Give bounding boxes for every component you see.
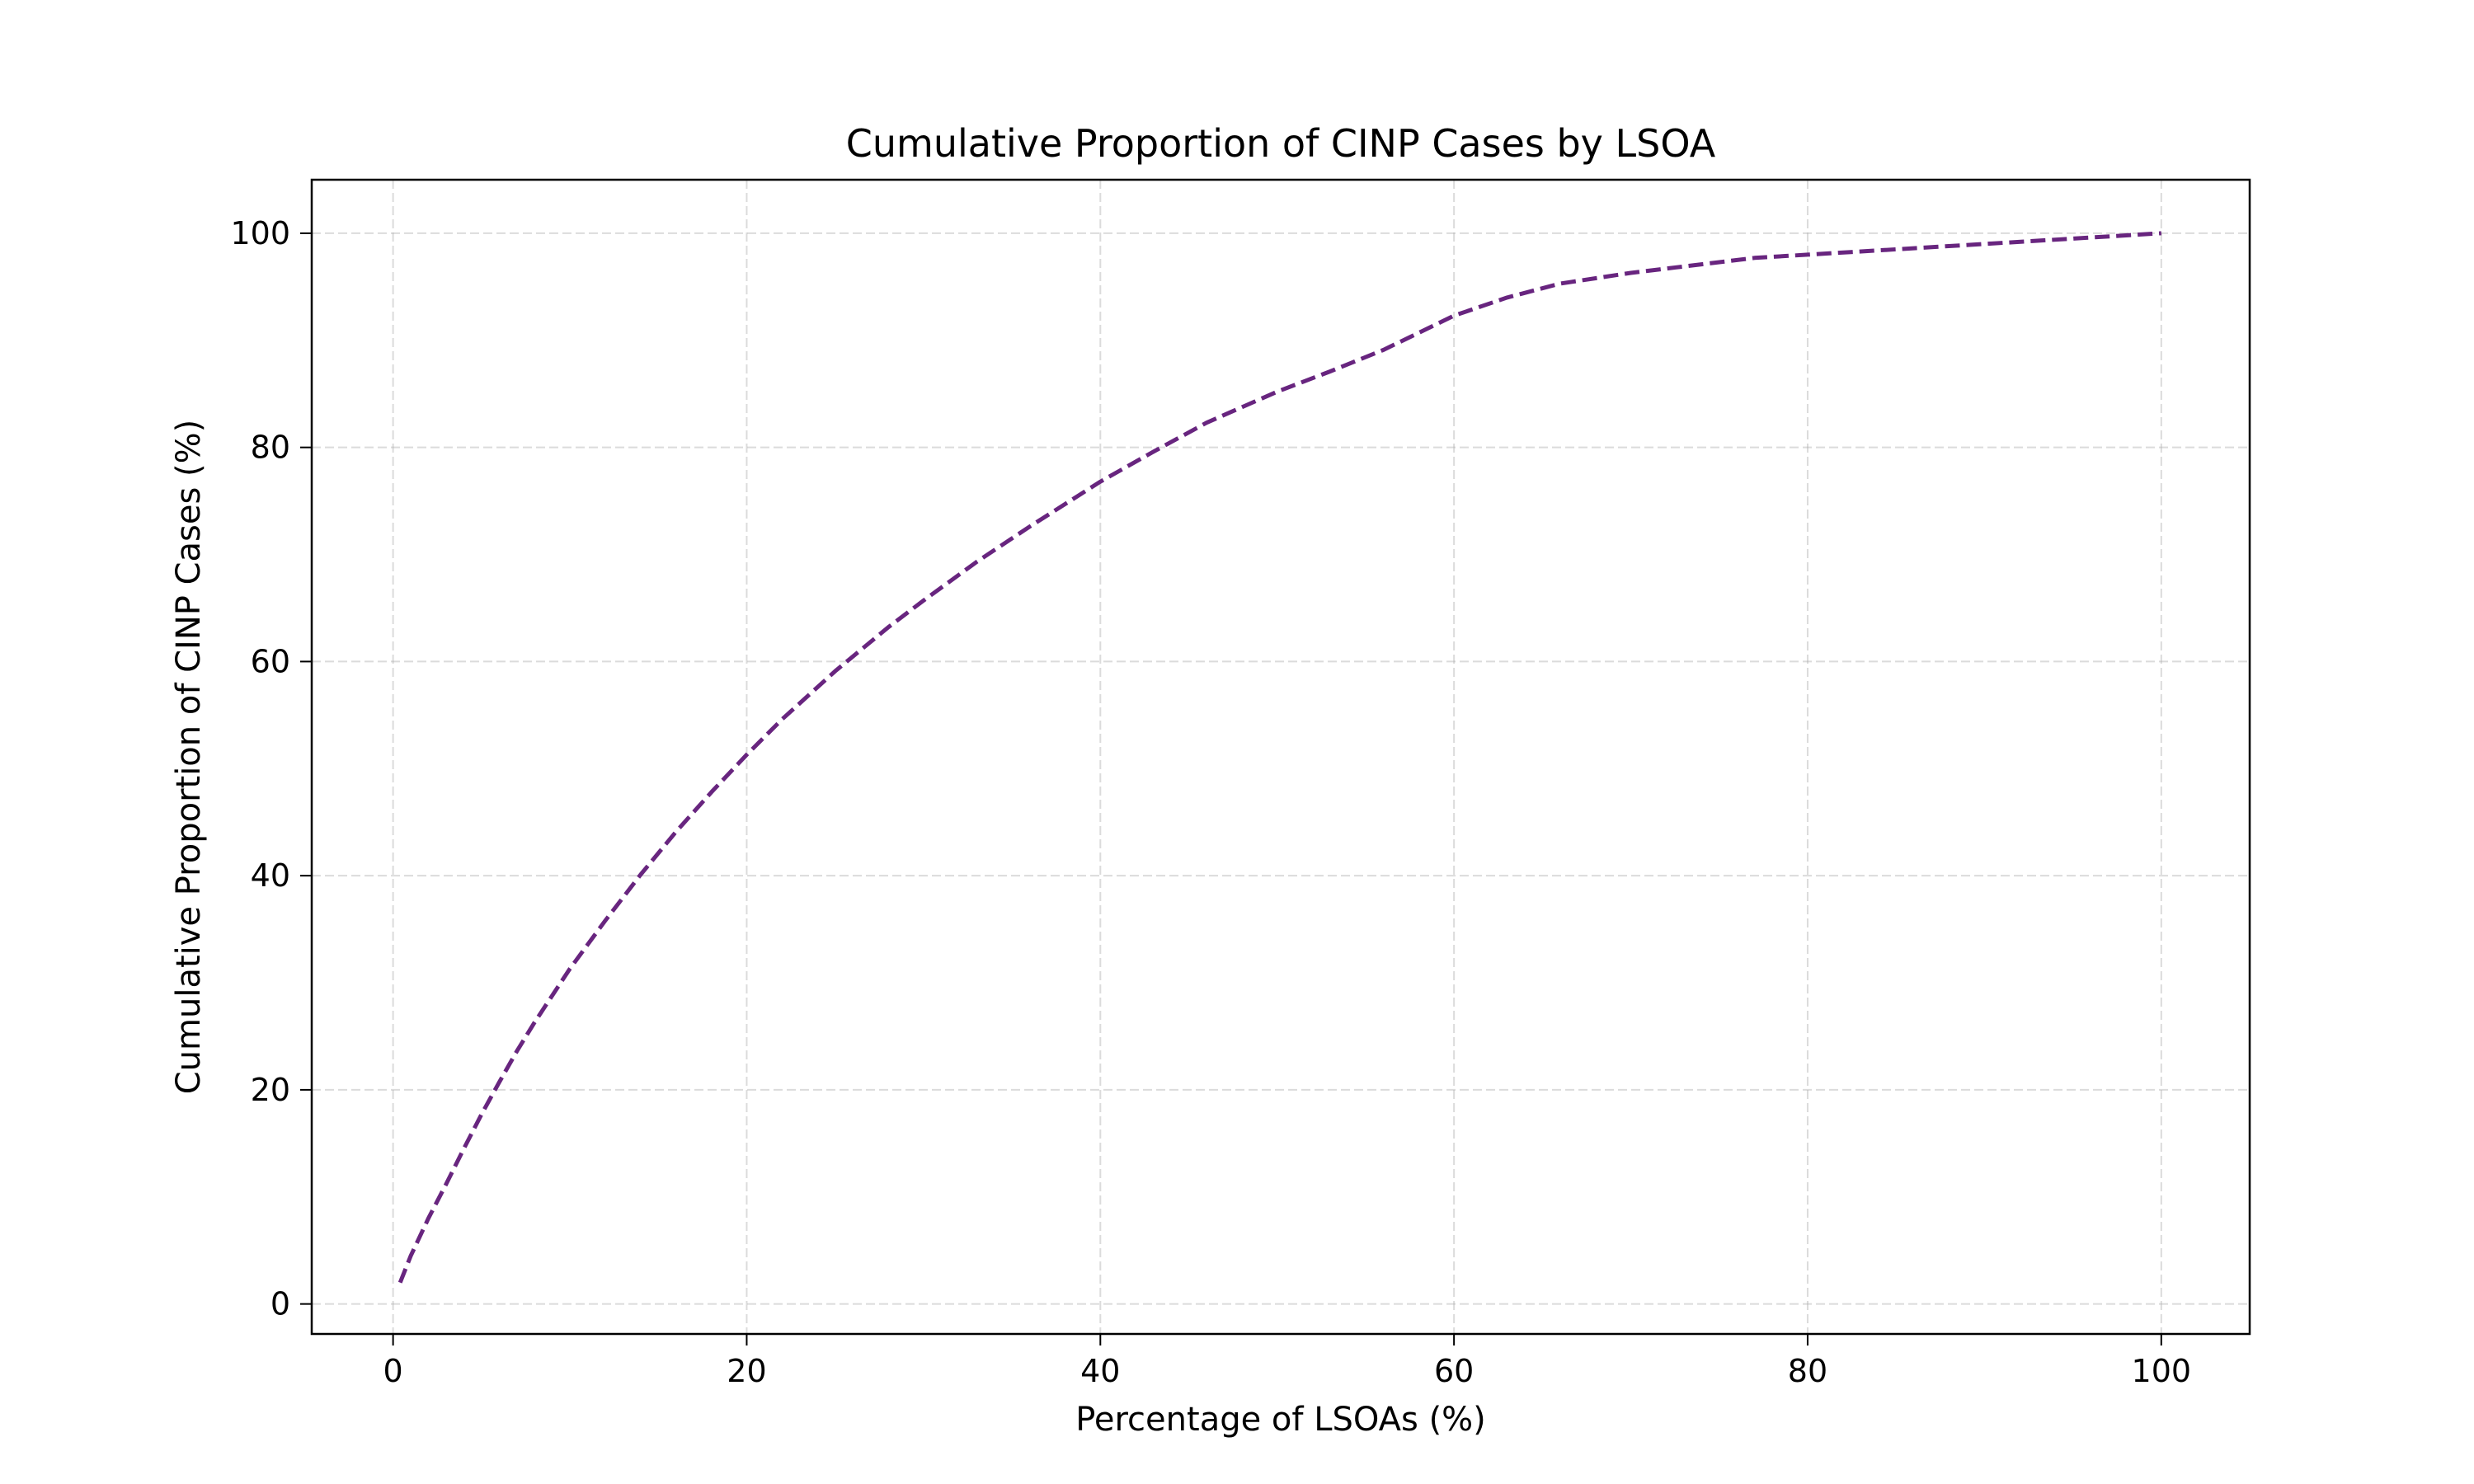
series-layer xyxy=(397,231,2161,1284)
axis-ticks: 0 20 40 60 80 100 0 20 40 60 80 100 xyxy=(230,215,2191,1389)
y-tick-label: 80 xyxy=(251,430,290,466)
y-tick-label: 100 xyxy=(230,215,290,251)
chart-title: Cumulative Proportion of CINP Cases by L… xyxy=(846,121,1716,166)
series-line xyxy=(397,231,2161,1284)
x-tick-label: 60 xyxy=(1434,1353,1474,1389)
y-tick-label: 20 xyxy=(251,1072,290,1108)
x-tick-label: 0 xyxy=(383,1353,403,1389)
x-tick-label: 80 xyxy=(1788,1353,1827,1389)
x-tick-label: 100 xyxy=(2132,1353,2192,1389)
x-axis-label: Percentage of LSOAs (%) xyxy=(1075,1401,1486,1439)
y-axis-label: Cumulative Proportion of CINP Cases (%) xyxy=(170,420,208,1095)
y-tick-label: 60 xyxy=(251,643,290,679)
y-tick-label: 0 xyxy=(270,1286,290,1322)
x-tick-label: 40 xyxy=(1080,1353,1120,1389)
plot-area-frame xyxy=(310,178,2251,1336)
x-tick-label: 20 xyxy=(727,1353,766,1389)
y-tick-label: 40 xyxy=(251,857,290,894)
grid-lines xyxy=(312,180,2250,1334)
